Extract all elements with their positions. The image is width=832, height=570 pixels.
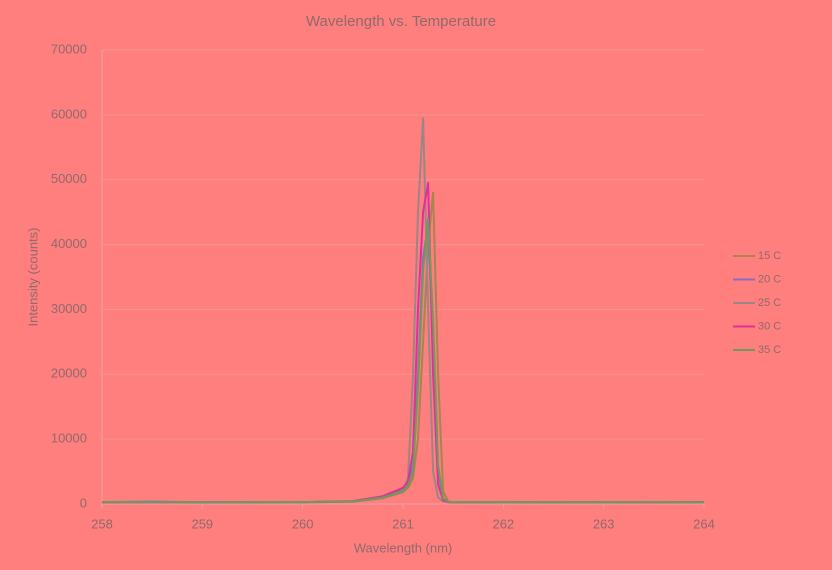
x-tick-label: 259 xyxy=(191,516,213,531)
chart-title: Wavelength vs. Temperature xyxy=(306,13,496,30)
y-tick-label: 0 xyxy=(80,495,87,510)
x-tick-label: 258 xyxy=(91,516,113,531)
y-tick-label: 60000 xyxy=(51,106,87,121)
y-axis-title: Intensity (counts) xyxy=(25,228,40,327)
x-tick-label: 264 xyxy=(693,516,715,531)
y-tick-label: 70000 xyxy=(51,41,87,56)
y-tick-label: 50000 xyxy=(51,171,87,186)
y-tick-label: 10000 xyxy=(51,431,87,446)
legend-label: 20 C xyxy=(758,273,781,285)
y-tick-label: 20000 xyxy=(51,366,87,381)
x-tick-label: 263 xyxy=(593,516,615,531)
x-tick-label: 260 xyxy=(292,516,314,531)
x-tick-label: 262 xyxy=(492,516,514,531)
series-line xyxy=(102,217,705,504)
y-tick-label: 40000 xyxy=(51,236,87,251)
x-axis-title: Wavelength (nm) xyxy=(354,540,453,555)
legend-label: 15 C xyxy=(758,250,781,262)
y-tick-label: 30000 xyxy=(51,301,87,316)
legend-label: 30 C xyxy=(758,320,781,332)
legend-label: 25 C xyxy=(758,297,781,309)
x-tick-label: 261 xyxy=(392,516,414,531)
legend-label: 35 C xyxy=(758,344,781,356)
